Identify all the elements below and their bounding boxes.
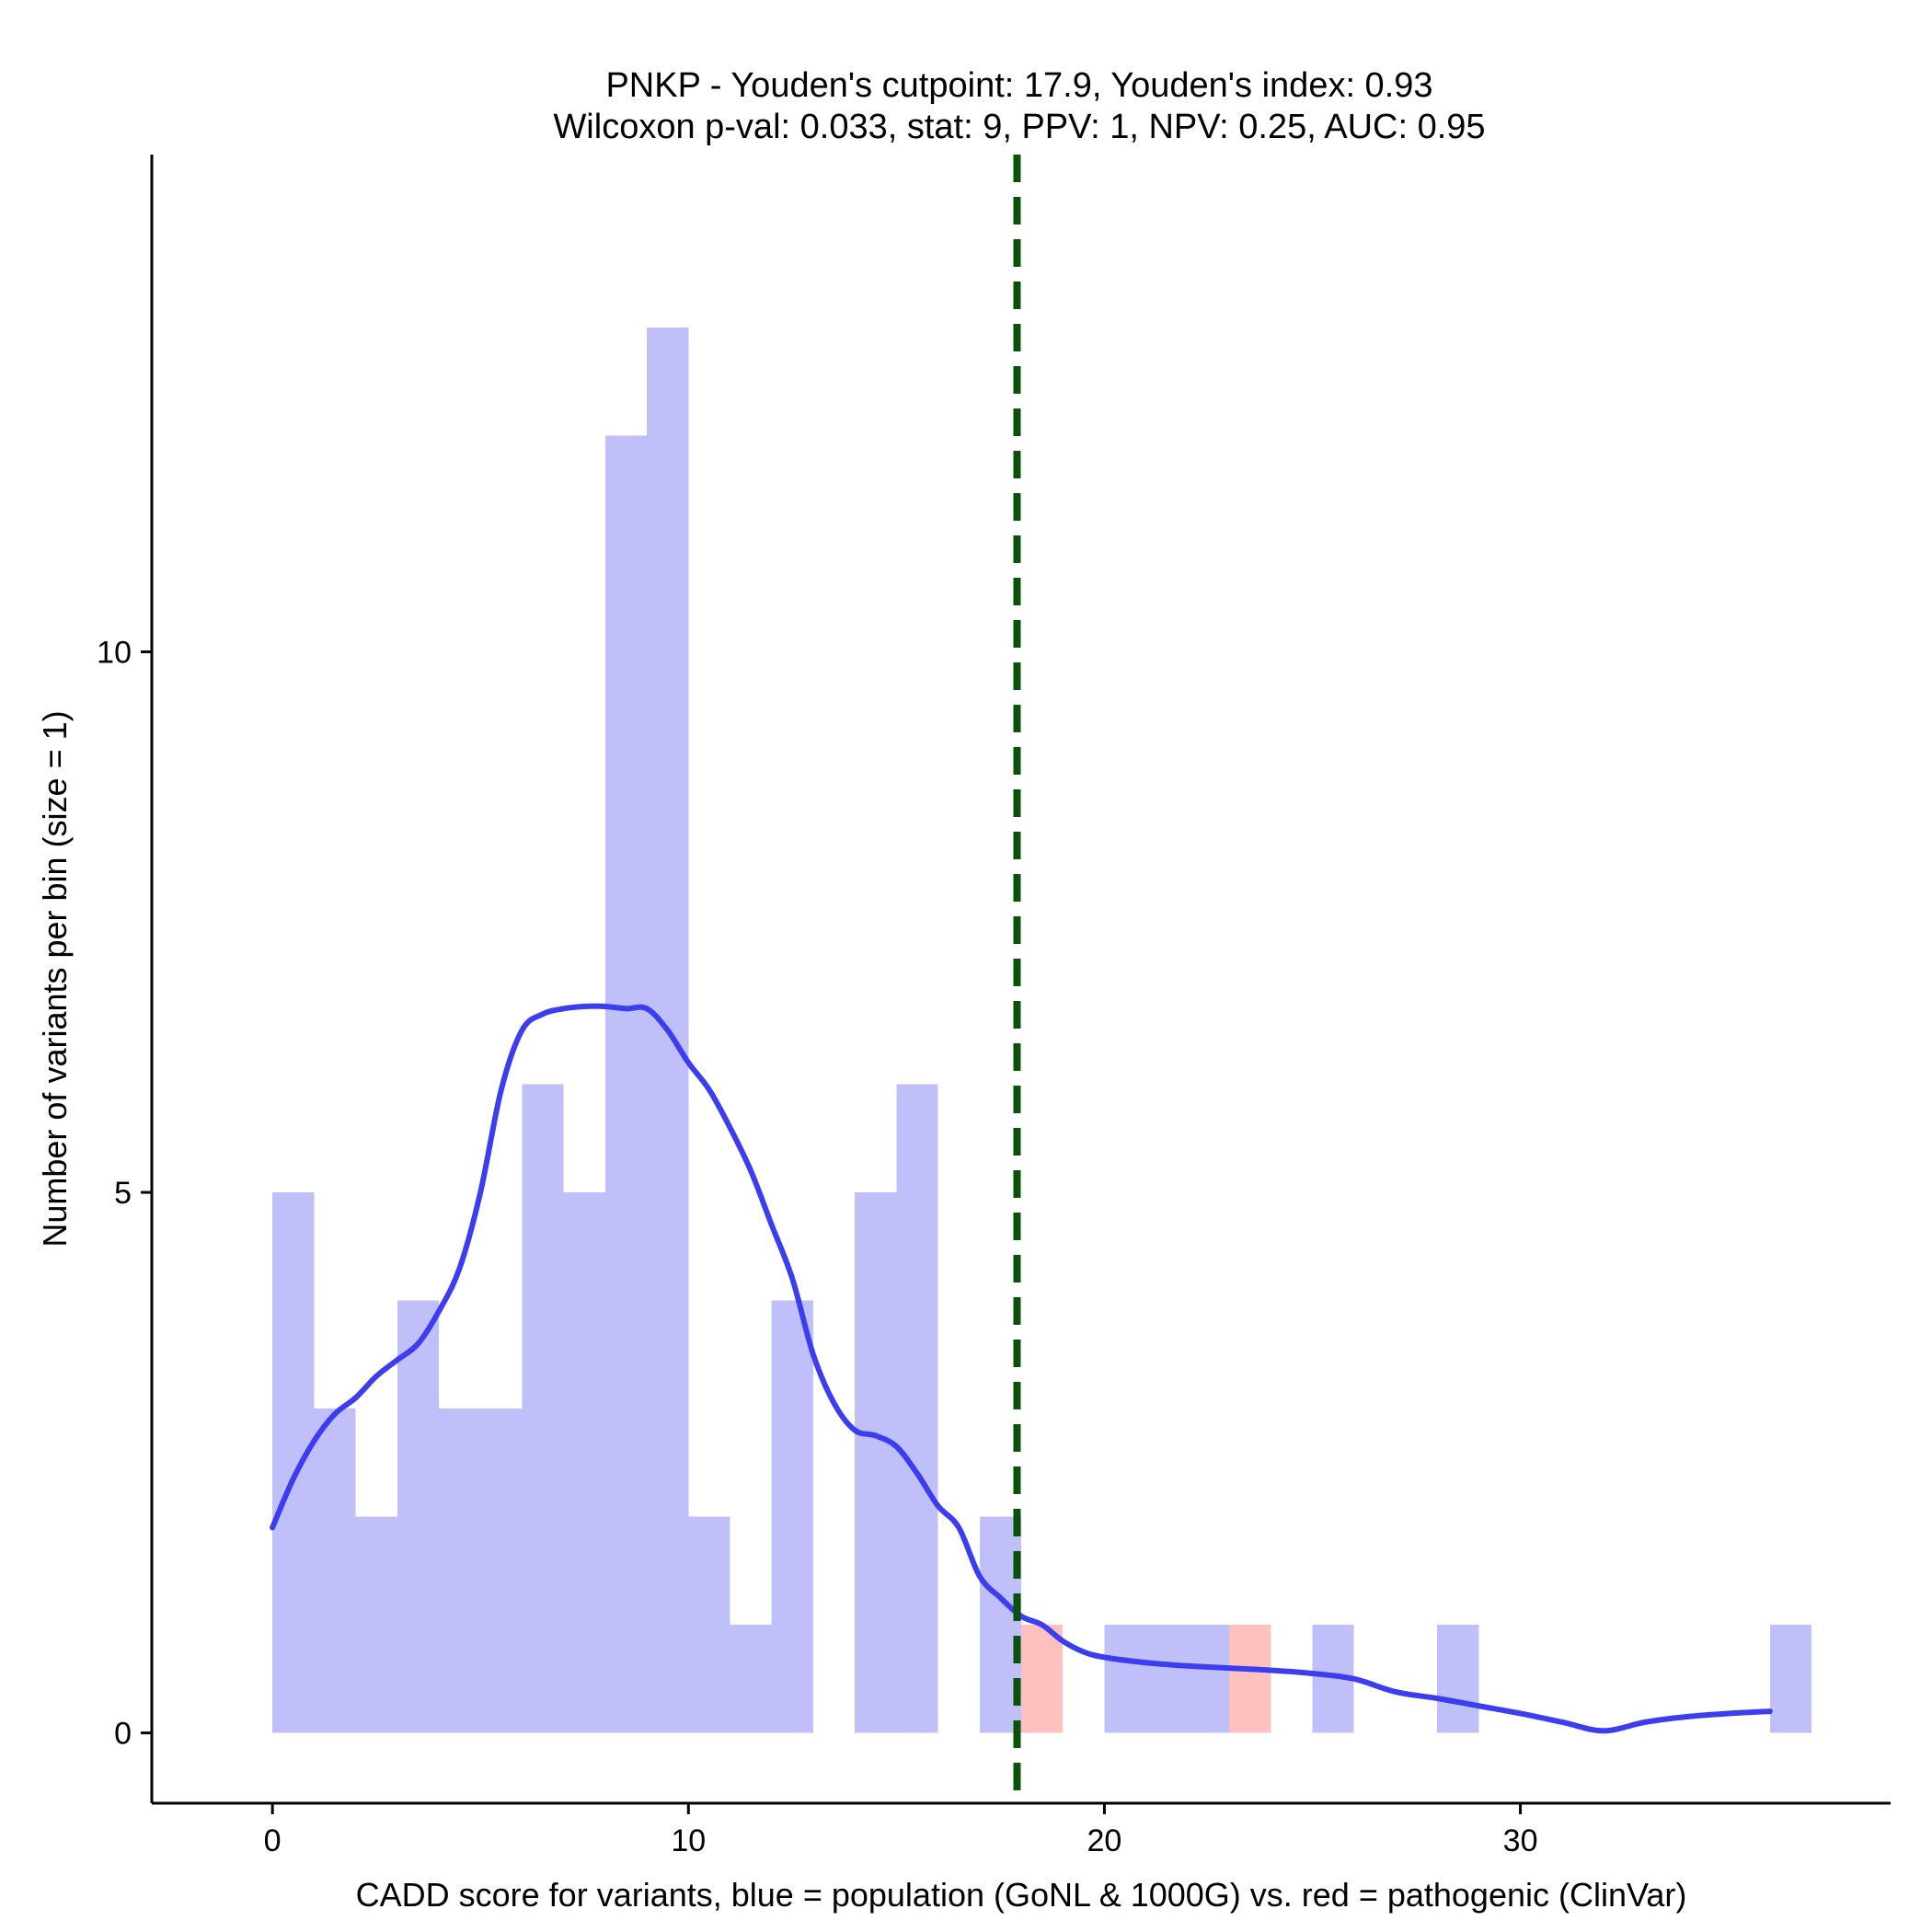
y-tick-label: 0 xyxy=(114,1717,132,1752)
pathogenic-bar xyxy=(1021,1625,1064,1733)
x-axis-ticks: 0 10 20 30 xyxy=(264,1803,1538,1858)
chart-title-line1: PNKP - Youden's cutpoint: 17.9, Youden's… xyxy=(605,66,1432,105)
pathogenic-bar xyxy=(1229,1625,1271,1733)
x-tick-label: 0 xyxy=(264,1823,282,1858)
population-bar xyxy=(896,1084,938,1733)
chart-title-line2: Wilcoxon p-val: 0.033, stat: 9, PPV: 1, … xyxy=(553,108,1485,146)
y-axis-ticks: 0 5 10 xyxy=(97,636,152,1752)
population-bar xyxy=(1437,1625,1479,1733)
population-bar xyxy=(397,1300,439,1733)
population-bar xyxy=(688,1516,730,1733)
population-bar xyxy=(438,1409,481,1733)
x-axis-label: CADD score for variants, blue = populati… xyxy=(356,1876,1687,1914)
population-bar xyxy=(604,435,648,1733)
y-tick-label: 5 xyxy=(114,1176,132,1211)
x-tick-label: 30 xyxy=(1503,1823,1538,1858)
pathogenic-bars xyxy=(1021,1625,1271,1733)
y-axis-label: Number of variants per bin (size = 1) xyxy=(36,710,74,1247)
population-bar xyxy=(730,1625,772,1733)
population-bar xyxy=(272,1192,315,1733)
population-bar xyxy=(855,1192,897,1733)
population-bars xyxy=(272,328,1812,1733)
population-bar xyxy=(522,1084,564,1733)
density-curve xyxy=(270,1003,1773,1734)
population-bar xyxy=(480,1409,523,1733)
population-bar xyxy=(355,1516,397,1733)
x-tick-label: 20 xyxy=(1087,1823,1122,1858)
population-bar xyxy=(1769,1625,1812,1733)
population-bar xyxy=(1145,1625,1188,1733)
x-tick-label: 10 xyxy=(671,1823,706,1858)
population-bar xyxy=(1104,1625,1146,1733)
population-bar xyxy=(314,1409,356,1733)
population-bar xyxy=(771,1300,813,1733)
y-tick-label: 10 xyxy=(97,636,132,671)
population-bar xyxy=(563,1192,605,1733)
population-bar xyxy=(1187,1625,1230,1733)
